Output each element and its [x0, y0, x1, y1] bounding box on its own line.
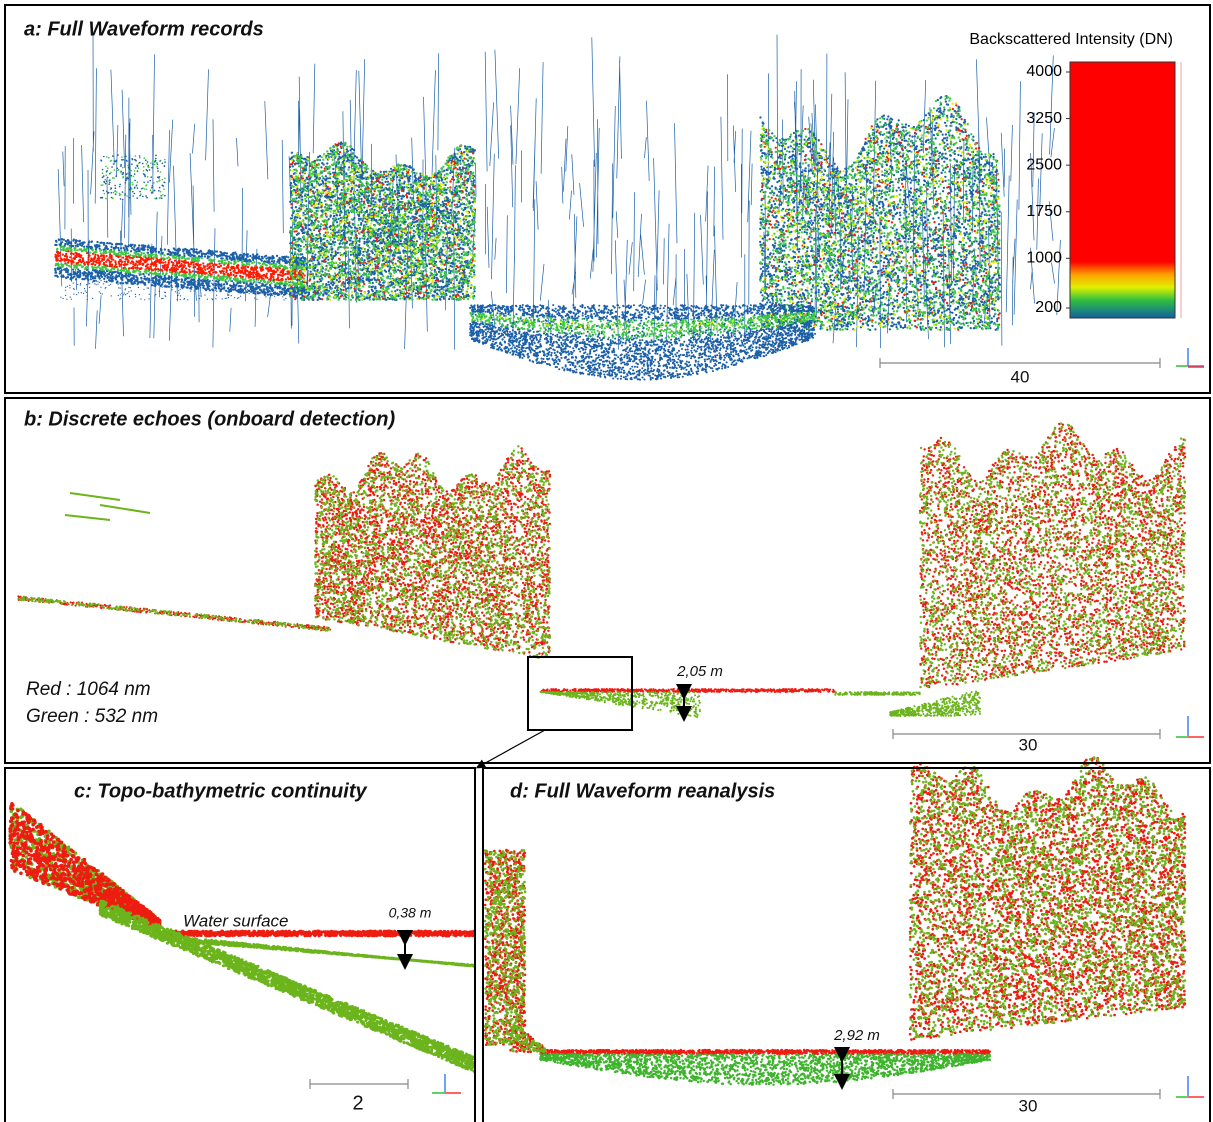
depth-label: 2,05 m [676, 663, 723, 680]
panel-c [4, 767, 476, 1122]
axis-icons [432, 348, 1204, 1098]
panel-b [4, 397, 1211, 764]
scale-label: 40 [1011, 367, 1030, 386]
point-cloud [469, 311, 816, 340]
point-cloud [17, 595, 982, 719]
panel-title: c: Topo-bathymetric continuity [74, 780, 367, 802]
legend-entry: Red : 1064 nm [26, 679, 151, 700]
point-cloud [60, 279, 301, 301]
point-cloud [289, 102, 1000, 331]
point-cloud [313, 422, 1187, 1056]
panel-title: a: Full Waveform records [24, 18, 264, 40]
axis-icon [1187, 348, 1204, 367]
point-cloud [482, 313, 803, 331]
scale-label: 2 [352, 1092, 363, 1114]
panel-a [4, 4, 1211, 394]
annotation: Water surface [183, 911, 289, 930]
point-cloud [469, 304, 817, 381]
decor-line [99, 504, 151, 514]
colorbar-tick-label: 1000 [1026, 250, 1062, 267]
panel-title: b: Discrete echoes (onboard detection) [24, 408, 396, 430]
zoom-box [527, 656, 633, 731]
panel-d [482, 767, 1211, 1122]
point-cloud [313, 422, 1187, 689]
annotations [397, 656, 850, 1090]
colorbar-tick-label: 200 [1035, 299, 1062, 316]
decor-line [64, 514, 111, 521]
point-cloud [483, 756, 1187, 1054]
point-cloud [54, 95, 1002, 331]
colorbar-tick-label: 1750 [1026, 203, 1062, 220]
scale-bar [879, 358, 1161, 368]
depth-label: 2,92 m [833, 1027, 880, 1044]
colorbar-title: Backscattered Intensity (DN) [969, 31, 1173, 48]
scale-bar [309, 1079, 409, 1089]
scale-bar [892, 729, 1161, 739]
zoom-arrow [475, 729, 546, 769]
panel-title: d: Full Waveform reanalysis [510, 780, 775, 802]
decor-line [69, 492, 121, 501]
point-cloud [539, 1052, 992, 1086]
point-cloud [158, 929, 476, 938]
point-cloud [54, 104, 1001, 331]
legend-entry: Green : 532 nm [26, 706, 158, 727]
colorbar-tick-label: 4000 [1026, 63, 1062, 80]
point-cloud [98, 899, 476, 1073]
colorbar-tick-label: 3250 [1026, 110, 1062, 127]
depth-label: 0,38 m [389, 905, 432, 921]
scale-bar [892, 1089, 1161, 1099]
colorbar-tick-label: 2500 [1026, 156, 1062, 173]
scale-bars: 40 30 2 30 [309, 358, 1161, 1115]
scale-label: 30 [1019, 1096, 1038, 1115]
point-cloud [483, 757, 1187, 1054]
scale-label: 30 [1019, 735, 1038, 754]
point-cloud [99, 154, 166, 201]
colorbar [1069, 61, 1176, 319]
point-cloud [54, 94, 1002, 332]
